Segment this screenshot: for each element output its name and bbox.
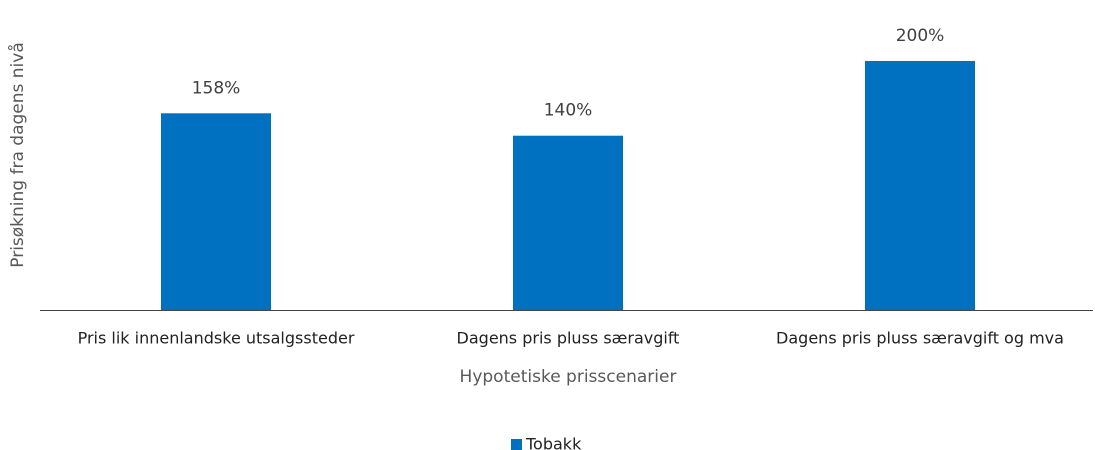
legend-label: Tobakk — [525, 435, 582, 450]
data-label: 200% — [896, 26, 945, 46]
bar — [513, 135, 623, 310]
bar — [865, 61, 975, 310]
x-axis-title: Hypotetiske prisscenarier — [460, 367, 677, 387]
data-label: 140% — [544, 101, 593, 121]
y-axis-title: Prisøkning fra dagens nivå — [7, 42, 28, 268]
x-tick-label: Dagens pris pluss særavgift og mva — [776, 329, 1064, 348]
x-tick-label: Pris lik innenlandske utsalgssteder — [78, 329, 355, 348]
legend-swatch — [511, 439, 522, 450]
bar — [161, 113, 271, 310]
x-tick-label: Dagens pris pluss særavgift — [457, 329, 680, 348]
data-label: 158% — [192, 78, 241, 98]
